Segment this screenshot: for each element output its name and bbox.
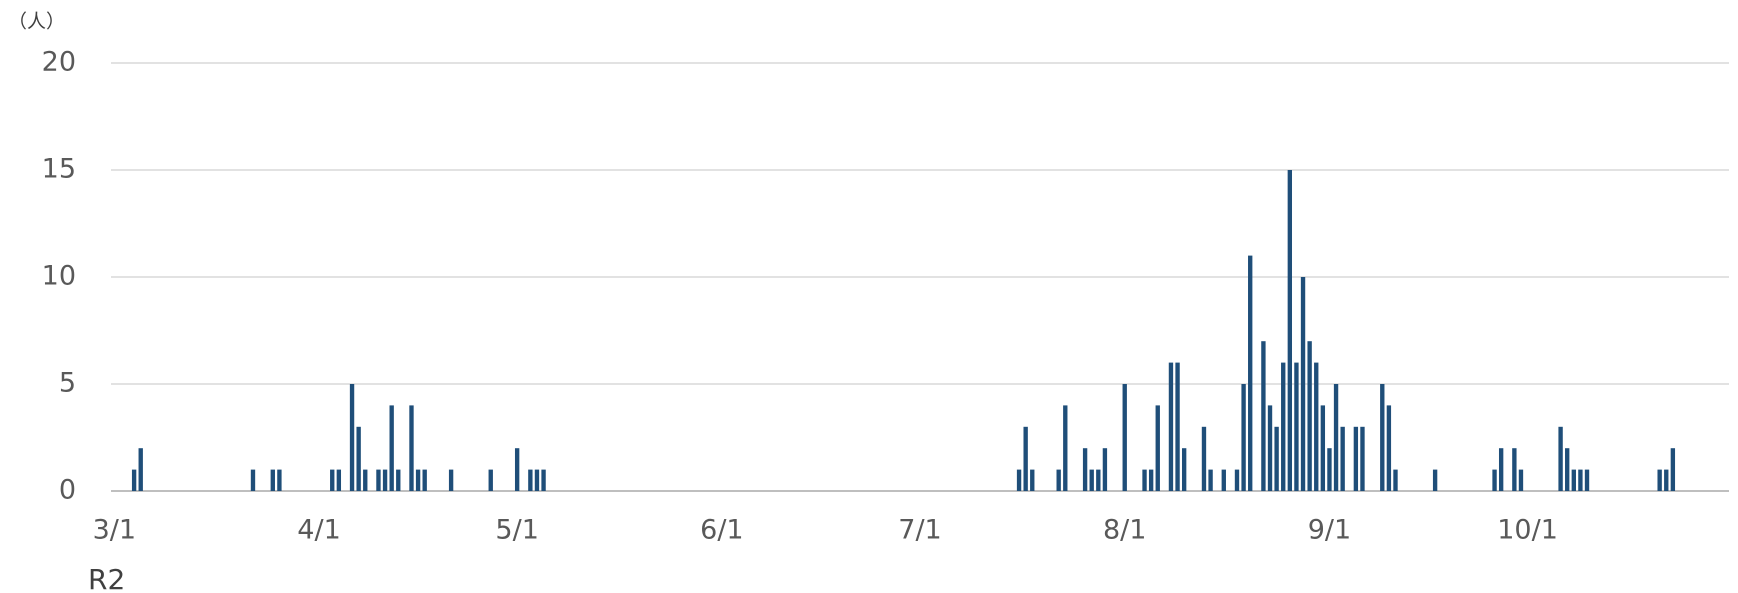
- bar: [1492, 469, 1497, 491]
- bar: [356, 426, 361, 491]
- bar: [1307, 341, 1312, 491]
- bar: [1498, 448, 1504, 491]
- bar: [1234, 469, 1240, 491]
- bar: [1314, 362, 1319, 491]
- bar: [488, 469, 493, 491]
- bar: [349, 384, 355, 491]
- x-note: R2: [88, 563, 125, 593]
- bar: [1030, 469, 1035, 491]
- bar: [389, 405, 394, 491]
- bar: [1102, 448, 1108, 491]
- bar: [131, 469, 137, 491]
- bar: [1181, 448, 1187, 491]
- x-tick-label: 3/1: [93, 515, 136, 546]
- bar: [1122, 384, 1127, 491]
- y-tick-label: 10: [42, 261, 76, 292]
- bar: [409, 405, 414, 491]
- bar: [1393, 469, 1398, 491]
- bar: [1155, 405, 1160, 491]
- bar: [514, 448, 520, 491]
- bar: [1512, 448, 1517, 491]
- bar: [330, 469, 335, 491]
- bar: [1584, 469, 1590, 491]
- bar: [1432, 469, 1438, 491]
- bar: [396, 469, 401, 491]
- bar: [415, 469, 421, 491]
- bar: [1670, 448, 1676, 491]
- bar: [277, 469, 282, 491]
- bar: [1082, 448, 1088, 491]
- bar: [1063, 405, 1068, 491]
- bar: [1386, 405, 1392, 491]
- bar: [1248, 255, 1253, 491]
- bar: [250, 469, 256, 491]
- bar: [376, 469, 381, 491]
- bar: [1267, 405, 1273, 491]
- x-tick-label: 9/1: [1308, 515, 1351, 546]
- bar: [534, 469, 540, 491]
- bar: [1208, 469, 1213, 491]
- bar: [448, 469, 454, 491]
- bar: [1664, 469, 1669, 491]
- bar: [1096, 469, 1101, 491]
- bar: [422, 469, 427, 491]
- x-tick-label: 4/1: [297, 515, 340, 546]
- bar: [1281, 362, 1286, 491]
- bar: [1360, 426, 1365, 491]
- bar: [1201, 426, 1207, 491]
- bar: [1261, 341, 1266, 491]
- bar: [1333, 384, 1339, 491]
- bar: [541, 469, 546, 491]
- bar: [138, 448, 143, 491]
- bar: [1175, 362, 1180, 491]
- x-tick-label: 5/1: [495, 515, 538, 546]
- bar: [1241, 384, 1246, 491]
- y-tick-label: 15: [42, 154, 76, 185]
- bar: [1558, 426, 1563, 491]
- bar: [1340, 426, 1345, 491]
- bar: [1300, 277, 1306, 491]
- y-tick-label: 5: [59, 368, 76, 399]
- bar: [1142, 469, 1147, 491]
- bar: [1089, 469, 1094, 491]
- bar: [1016, 469, 1022, 491]
- bar: [1221, 469, 1226, 491]
- bar: [1168, 362, 1174, 491]
- bar: [1274, 426, 1279, 491]
- bar: [1056, 469, 1061, 491]
- bar: [1571, 469, 1576, 491]
- bar: [1657, 469, 1662, 491]
- bar: [1518, 469, 1524, 491]
- bar: [1380, 384, 1385, 491]
- x-tick-label: 10/1: [1497, 515, 1558, 546]
- bar: [363, 469, 368, 491]
- bar: [1565, 448, 1570, 491]
- bar: [1578, 469, 1583, 491]
- bar: [1353, 426, 1359, 491]
- x-tick-label: 8/1: [1103, 515, 1146, 546]
- bar: [1287, 170, 1293, 491]
- bar: [1327, 448, 1332, 491]
- x-tick-label: 6/1: [700, 515, 743, 546]
- y-tick-label: 20: [42, 47, 76, 78]
- bar: [1023, 426, 1028, 491]
- x-tick-label: 7/1: [898, 515, 941, 546]
- bar: [336, 469, 342, 491]
- bar: [1148, 469, 1154, 491]
- bar: [528, 469, 533, 491]
- y-tick-label: 0: [59, 475, 76, 506]
- y-unit: （人）: [8, 11, 65, 33]
- bar: [1320, 405, 1326, 491]
- bar: [382, 469, 388, 491]
- bar: [1294, 362, 1299, 491]
- bar: [270, 469, 275, 491]
